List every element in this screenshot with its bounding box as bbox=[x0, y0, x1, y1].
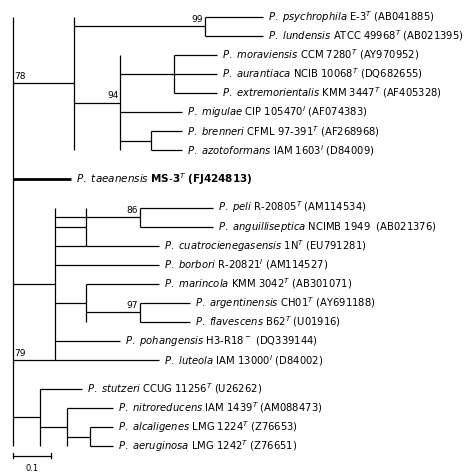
Text: 99: 99 bbox=[191, 15, 203, 24]
Text: $\it{P.\ cuatrocienegasensis}$ 1N$^T$ (EU791281): $\it{P.\ cuatrocienegasensis}$ 1N$^T$ (E… bbox=[164, 238, 366, 254]
Text: $\it{P.\ azotoformans}$ IAM 1603$^I$ (D84009): $\it{P.\ azotoformans}$ IAM 1603$^I$ (D8… bbox=[187, 143, 374, 158]
Text: $\it{P.\ extremorientalis}$ KMM 3447$^T$ (AF405328): $\it{P.\ extremorientalis}$ KMM 3447$^T$… bbox=[221, 86, 441, 100]
Text: 78: 78 bbox=[14, 72, 26, 81]
Text: 97: 97 bbox=[126, 301, 138, 310]
Text: 86: 86 bbox=[126, 206, 138, 215]
Text: $\it{P.\ pohangensis}$ H3-R18$^-$ (DQ339144): $\it{P.\ pohangensis}$ H3-R18$^-$ (DQ339… bbox=[126, 334, 319, 348]
Text: $\it{P.\ migulae}$ CIP 105470$^I$ (AF074383): $\it{P.\ migulae}$ CIP 105470$^I$ (AF074… bbox=[187, 104, 367, 120]
Text: $\it{P.\ psychrophila}$ E-3$^T$ (AB041885): $\it{P.\ psychrophila}$ E-3$^T$ (AB04188… bbox=[268, 9, 434, 25]
Text: $\it{P.\ peli}$ R-20805$^T$ (AM114534): $\it{P.\ peli}$ R-20805$^T$ (AM114534) bbox=[218, 200, 366, 215]
Text: $\mathbf{\mathit{P.\ taeanensis}}$ $\mathbf{MS\text{-}3}^T$ $\mathbf{(FJ424813)}: $\mathbf{\mathit{P.\ taeanensis}}$ $\mat… bbox=[75, 171, 252, 187]
Text: 94: 94 bbox=[107, 91, 118, 100]
Text: 79: 79 bbox=[14, 349, 26, 358]
Text: 0.1: 0.1 bbox=[26, 464, 39, 473]
Text: $\it{P.\ luteola}$ IAM 13000$^I$ (D84002): $\it{P.\ luteola}$ IAM 13000$^I$ (D84002… bbox=[164, 353, 323, 368]
Text: $\it{P.\ aeruginosa}$ LMG 1242$^T$ (Z76651): $\it{P.\ aeruginosa}$ LMG 1242$^T$ (Z766… bbox=[118, 438, 297, 454]
Text: $\it{P.\ anguilliseptica}$ NCIMB 1949  (AB021376): $\it{P.\ anguilliseptica}$ NCIMB 1949 (A… bbox=[218, 219, 436, 234]
Text: $\it{P.\ brenneri}$ CFML 97-391$^T$ (AF268968): $\it{P.\ brenneri}$ CFML 97-391$^T$ (AF2… bbox=[187, 124, 380, 138]
Text: $\it{P.\ argentinensis}$ CH01$^T$ (AY691188): $\it{P.\ argentinensis}$ CH01$^T$ (AY691… bbox=[195, 295, 375, 311]
Text: $\it{P.\ marincola}$ KMM 3042$^T$ (AB301071): $\it{P.\ marincola}$ KMM 3042$^T$ (AB301… bbox=[164, 276, 352, 291]
Text: $\it{P.\ alcaligenes}$ LMG 1224$^T$ (Z76653): $\it{P.\ alcaligenes}$ LMG 1224$^T$ (Z76… bbox=[118, 419, 298, 435]
Text: $\it{P.\ moraviensis}$ CCM 7280$^T$ (AY970952): $\it{P.\ moraviensis}$ CCM 7280$^T$ (AY9… bbox=[221, 47, 419, 62]
Text: $\it{P.\ lundensis}$ ATCC 49968$^T$ (AB021395): $\it{P.\ lundensis}$ ATCC 49968$^T$ (AB0… bbox=[268, 28, 463, 43]
Text: $\it{P.\ aurantiaca}$ NCIB 10068$^T$ (DQ682655): $\it{P.\ aurantiaca}$ NCIB 10068$^T$ (DQ… bbox=[221, 66, 422, 82]
Text: $\it{P.\ stutzeri}$ CCUG 11256$^T$ (U26262): $\it{P.\ stutzeri}$ CCUG 11256$^T$ (U262… bbox=[87, 382, 262, 396]
Text: $\it{P.\ nitroreducens}$ IAM 1439$^T$ (AM088473): $\it{P.\ nitroreducens}$ IAM 1439$^T$ (A… bbox=[118, 401, 322, 415]
Text: $\it{P.\ borbori}$ R-20821$^I$ (AM114527): $\it{P.\ borbori}$ R-20821$^I$ (AM114527… bbox=[164, 257, 328, 272]
Text: $\it{P.\ flavescens}$ B62$^T$ (U01916): $\it{P.\ flavescens}$ B62$^T$ (U01916) bbox=[195, 315, 341, 329]
